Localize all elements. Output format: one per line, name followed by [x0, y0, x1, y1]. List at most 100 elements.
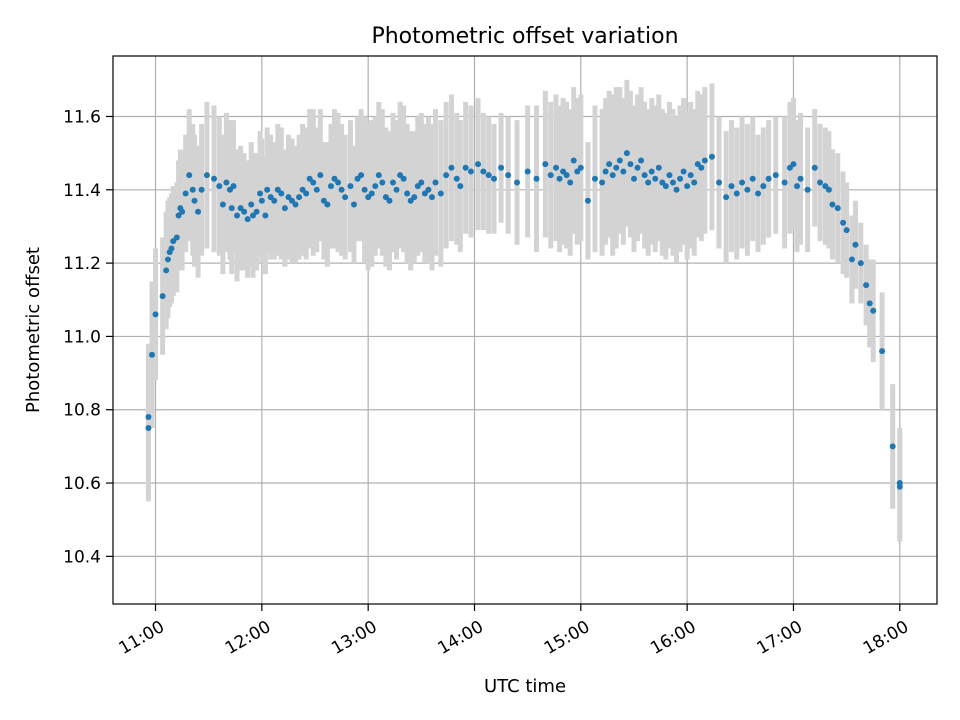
- data-point: [744, 186, 751, 193]
- data-points: [145, 150, 903, 490]
- data-point: [216, 183, 223, 190]
- data-point: [825, 186, 832, 193]
- data-point: [361, 186, 368, 193]
- data-point: [620, 168, 627, 175]
- data-point: [542, 161, 549, 168]
- data-point: [673, 186, 680, 193]
- data-point: [623, 150, 630, 157]
- data-point: [234, 212, 241, 219]
- data-point: [163, 267, 170, 274]
- data-point: [448, 164, 455, 171]
- data-point: [475, 161, 482, 168]
- data-point: [772, 172, 779, 179]
- data-point: [327, 183, 334, 190]
- y-tick-label: 11.2: [63, 254, 101, 274]
- data-point: [760, 183, 767, 190]
- data-point: [393, 186, 400, 193]
- y-axis-label: Photometric offset: [23, 247, 44, 413]
- data-point: [606, 161, 613, 168]
- data-point: [182, 190, 189, 197]
- data-point: [627, 161, 634, 168]
- data-point: [866, 300, 873, 307]
- data-point: [669, 179, 676, 186]
- data-point: [790, 161, 797, 168]
- data-point: [198, 186, 205, 193]
- data-point: [168, 245, 175, 252]
- y-tick-label: 10.6: [63, 474, 101, 494]
- data-point: [389, 179, 396, 186]
- data-point: [219, 201, 226, 208]
- y-tick-label: 10.4: [63, 547, 101, 567]
- data-point: [179, 208, 186, 215]
- data-point: [338, 186, 345, 193]
- y-tick-label: 11.4: [63, 181, 101, 201]
- data-point: [708, 153, 715, 160]
- data-point: [145, 425, 152, 432]
- data-point: [691, 179, 698, 186]
- data-point: [852, 241, 859, 248]
- y-axis: 10.4 10.6 10.8 11.0 11.2 11.4 11.6: [63, 107, 113, 567]
- data-point: [563, 172, 570, 179]
- data-point: [303, 190, 310, 197]
- data-point: [701, 157, 708, 164]
- data-point: [368, 190, 375, 197]
- data-point: [152, 311, 159, 318]
- data-point: [400, 175, 407, 182]
- data-point: [342, 194, 349, 201]
- data-point: [733, 190, 740, 197]
- data-point: [189, 186, 196, 193]
- data-point: [634, 164, 641, 171]
- data-point: [666, 172, 673, 179]
- data-point: [264, 186, 271, 193]
- data-point: [684, 183, 691, 190]
- data-point: [490, 175, 497, 182]
- data-point: [514, 179, 521, 186]
- data-point: [641, 172, 648, 179]
- data-point: [230, 183, 237, 190]
- data-point: [609, 172, 616, 179]
- data-point: [834, 205, 841, 212]
- data-point: [145, 414, 152, 421]
- data-point: [425, 186, 432, 193]
- data-point: [223, 179, 230, 186]
- chart-title: Photometric offset variation: [371, 24, 678, 49]
- data-point: [616, 157, 623, 164]
- data-point: [645, 179, 652, 186]
- data-point: [553, 164, 560, 171]
- data-point: [889, 443, 896, 450]
- data-point: [324, 201, 331, 208]
- data-point: [262, 212, 269, 219]
- data-point: [567, 179, 574, 186]
- data-point: [811, 164, 818, 171]
- data-point: [173, 234, 180, 241]
- data-point: [432, 179, 439, 186]
- data-point: [386, 197, 393, 204]
- data-point: [335, 179, 342, 186]
- data-point: [186, 172, 193, 179]
- data-point: [248, 201, 255, 208]
- data-point: [533, 175, 540, 182]
- data-point: [687, 172, 694, 179]
- data-point: [652, 175, 659, 182]
- data-point: [547, 172, 554, 179]
- data-point: [467, 168, 474, 175]
- data-point: [485, 172, 492, 179]
- data-point: [755, 190, 762, 197]
- data-point: [843, 227, 850, 234]
- data-point: [840, 219, 847, 226]
- data-point: [870, 307, 877, 314]
- data-point: [148, 351, 155, 358]
- data-point: [296, 194, 303, 201]
- data-point: [257, 190, 264, 197]
- data-point: [781, 179, 788, 186]
- data-point: [804, 186, 811, 193]
- data-point: [723, 194, 730, 201]
- data-point: [418, 179, 425, 186]
- data-point: [244, 216, 251, 223]
- data-point: [281, 205, 288, 212]
- plot-frame: [112, 55, 938, 605]
- data-point: [570, 157, 577, 164]
- data-point: [253, 208, 260, 215]
- data-point: [317, 172, 324, 179]
- x-axis-label: UTC time: [484, 676, 566, 697]
